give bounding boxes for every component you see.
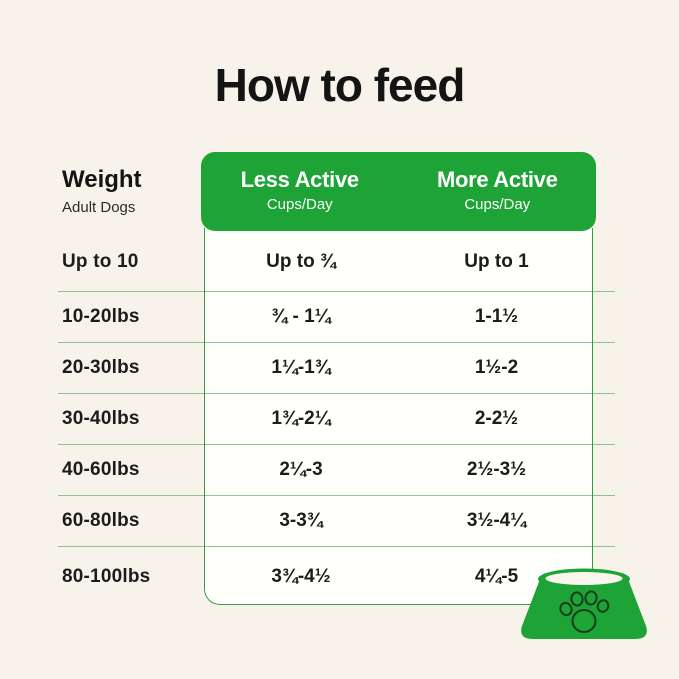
weight-cell: 10-20lbs — [62, 306, 140, 327]
more-active-cell: 3½-4¼ — [466, 510, 527, 531]
table-row: 40-60lbs 2¼-3 2½-3½ — [58, 445, 615, 496]
weight-cell: Up to 10 — [62, 250, 139, 272]
table-row: 10-20lbs ¾ - 1¼ 1-1½ — [58, 292, 615, 343]
more-active-cell: 2-2½ — [474, 408, 519, 429]
activity-columns-header: Less Active Cups/Day More Active Cups/Da… — [201, 152, 596, 231]
bowl-rim-inner — [545, 572, 623, 585]
less-active-cell: 1¼-1¾ — [271, 357, 331, 378]
weight-cell: 80-100lbs — [62, 566, 151, 587]
weight-cell: 20-30lbs — [62, 357, 140, 378]
more-active-units: Cups/Day — [464, 196, 531, 213]
weight-cell: 40-60lbs — [62, 459, 140, 480]
less-active-column-header: Less Active Cups/Day — [201, 167, 399, 213]
less-active-cell: 3-3¾ — [279, 510, 323, 531]
paw-print-icon — [559, 590, 610, 633]
table-row: 30-40lbs 1¾-2¼ 2-2½ — [58, 394, 615, 445]
adult-dogs-label: Adult Dogs — [62, 199, 136, 216]
more-active-title: More Active — [436, 167, 558, 192]
dog-bowl-icon — [521, 568, 647, 639]
page-title: How to feed — [214, 59, 466, 111]
weight-label: Weight — [62, 166, 142, 193]
feeding-table: Up to 10 Up to ¾ Up to 1 10-20lbs ¾ - 1¼… — [58, 232, 615, 607]
table-row: 20-30lbs 1¼-1¾ 1½-2 — [58, 343, 615, 394]
table-row: 60-80lbs 3-3¾ 3½-4¼ — [58, 496, 615, 547]
table-body — [204, 228, 593, 605]
weight-column-header: Weight Adult Dogs — [62, 166, 142, 216]
less-active-units: Cups/Day — [266, 196, 333, 213]
less-active-cell: 1¾-2¼ — [271, 408, 331, 429]
more-active-cell: Up to 1 — [464, 250, 529, 272]
more-active-column-header: More Active Cups/Day — [399, 167, 597, 213]
less-active-cell: Up to ¾ — [266, 250, 336, 272]
weight-cell: 30-40lbs — [62, 408, 140, 429]
more-active-cell: 1-1½ — [474, 306, 519, 327]
weight-cell: 60-80lbs — [62, 510, 140, 531]
table-row: Up to 10 Up to ¾ Up to 1 — [58, 232, 615, 292]
less-active-title: Less Active — [240, 167, 359, 192]
more-active-cell: 1½-2 — [474, 357, 519, 378]
less-active-cell: 2¼-3 — [279, 459, 323, 480]
less-active-cell: ¾ - 1¼ — [271, 306, 331, 327]
less-active-cell: 3¾-4½ — [271, 566, 331, 587]
table-row: 80-100lbs 3¾-4½ 4¼-5 — [58, 547, 615, 607]
more-active-cell: 4¼-5 — [474, 566, 519, 587]
more-active-cell: 2½-3½ — [466, 459, 527, 480]
